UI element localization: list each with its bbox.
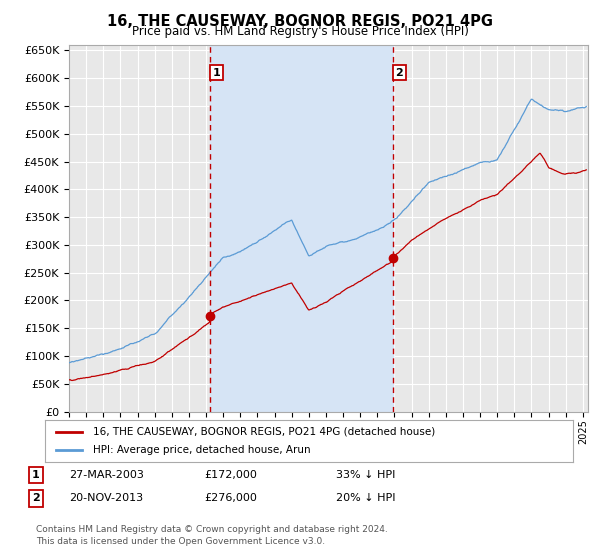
Text: 1: 1	[32, 470, 40, 480]
Bar	[210, 45, 393, 412]
Text: HPI: Average price, detached house, Arun: HPI: Average price, detached house, Arun	[92, 445, 310, 455]
Text: This data is licensed under the Open Government Licence v3.0.: This data is licensed under the Open Gov…	[36, 537, 325, 546]
Text: 1: 1	[212, 68, 220, 78]
Text: £172,000: £172,000	[204, 470, 257, 480]
Text: 27-MAR-2003: 27-MAR-2003	[69, 470, 144, 480]
Text: 2: 2	[32, 493, 40, 503]
Text: 2: 2	[395, 68, 403, 78]
Text: 33% ↓ HPI: 33% ↓ HPI	[336, 470, 395, 480]
Text: 20-NOV-2013: 20-NOV-2013	[69, 493, 143, 503]
Text: Price paid vs. HM Land Registry's House Price Index (HPI): Price paid vs. HM Land Registry's House …	[131, 25, 469, 38]
Text: 16, THE CAUSEWAY, BOGNOR REGIS, PO21 4PG (detached house): 16, THE CAUSEWAY, BOGNOR REGIS, PO21 4PG…	[92, 427, 435, 437]
Text: Contains HM Land Registry data © Crown copyright and database right 2024.: Contains HM Land Registry data © Crown c…	[36, 525, 388, 534]
Text: £276,000: £276,000	[204, 493, 257, 503]
Text: 20% ↓ HPI: 20% ↓ HPI	[336, 493, 395, 503]
Text: 16, THE CAUSEWAY, BOGNOR REGIS, PO21 4PG: 16, THE CAUSEWAY, BOGNOR REGIS, PO21 4PG	[107, 14, 493, 29]
